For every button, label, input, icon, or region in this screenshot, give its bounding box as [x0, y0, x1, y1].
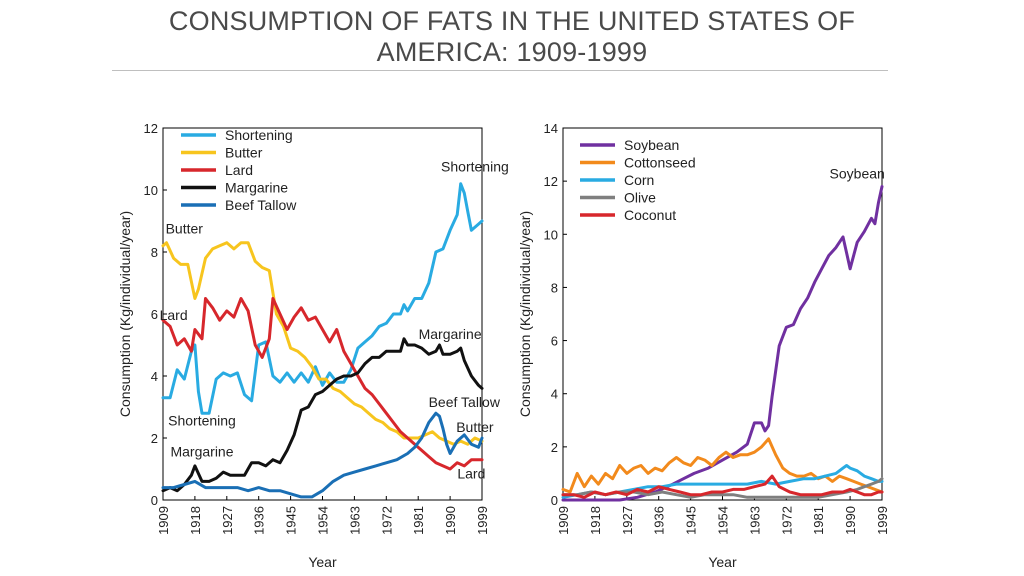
x-tick-label: 1945: [684, 506, 699, 535]
y-tick-label: 4: [551, 387, 558, 402]
series-line-margarine: [161, 337, 484, 493]
plot-frame: [562, 127, 883, 501]
series-line-beef-tallow: [161, 411, 484, 499]
x-tick-label: 1999: [875, 506, 890, 535]
x-tick-label: 1990: [443, 506, 458, 535]
legend-label: Corn: [624, 172, 654, 188]
x-tick-label: 1999: [475, 506, 490, 535]
x-tick-label: 1972: [379, 506, 394, 535]
y-tick-label: 10: [144, 183, 158, 198]
legend-label: Olive: [624, 190, 656, 206]
x-tick-label: 1963: [747, 506, 762, 535]
series-line-lard: [161, 297, 484, 471]
annotation-label: Margarine: [170, 444, 233, 460]
legend-label: Lard: [225, 162, 253, 178]
x-tick-label: 1927: [220, 506, 235, 535]
x-tick-label: 1954: [716, 506, 731, 535]
legend-label: Beef Tallow: [225, 197, 297, 213]
x-tick-label: 1936: [652, 506, 667, 535]
series-line-coconut: [561, 474, 884, 499]
legend-label: Shortening: [225, 127, 293, 143]
x-tick-label: 1918: [188, 506, 203, 535]
y-tick-label: 12: [144, 121, 158, 136]
slide-title: CONSUMPTION OF FATS IN THE UNITED STATES…: [112, 6, 912, 68]
x-tick-label: 1981: [811, 506, 826, 535]
x-tick-label: 1909: [156, 506, 171, 535]
x-tick-label: 1954: [316, 506, 331, 535]
y-tick-label: 12: [544, 174, 558, 189]
y-tick-label: 6: [551, 334, 558, 349]
y-tick-label: 4: [151, 369, 158, 384]
y-tick-label: 2: [151, 431, 158, 446]
x-tick-label: 1927: [620, 506, 635, 535]
annotation-label: Butter: [166, 220, 204, 236]
chart-right: 0 2 4 6 8 10 12 14 1909 1918 1927 1936 1945 1954 1963 1…: [517, 121, 890, 570]
annotation-label: Lard: [457, 465, 485, 481]
x-axis-title: Year: [708, 554, 737, 570]
annotation-label: Beef Tallow: [429, 394, 501, 410]
x-axis-title: Year: [308, 554, 337, 570]
annotation-label: Butter: [456, 419, 494, 435]
x-tick-label: 1963: [347, 506, 362, 535]
legend-label: Cottonseed: [624, 155, 696, 171]
annotation-label: Lard: [160, 307, 188, 323]
x-tick-label: 1990: [843, 506, 858, 535]
series-line-shortening: [161, 182, 484, 415]
x-tick-label: 1981: [411, 506, 426, 535]
y-tick-label: 2: [551, 440, 558, 455]
series-line-cottonseed: [561, 437, 884, 494]
y-tick-label: 0: [151, 493, 158, 508]
annotation-label: Shortening: [441, 158, 509, 174]
y-tick-label: 14: [544, 121, 558, 136]
legend-label: Soybean: [624, 137, 679, 153]
title-line-1: CONSUMPTION OF FATS IN THE UNITED STATES…: [168, 6, 856, 36]
y-axis-title: Consumption (Kg/individual/year): [117, 211, 133, 417]
title-line-2: AMERICA: 1909-1999: [376, 37, 648, 67]
title-divider: [112, 70, 888, 71]
legend-label: Coconut: [624, 207, 676, 223]
annotation-label: Soybean: [830, 165, 885, 181]
x-tick-label: 1909: [556, 506, 571, 535]
series-line-corn: [561, 464, 884, 499]
y-tick-label: 8: [151, 245, 158, 260]
x-tick-label: 1972: [779, 506, 794, 535]
x-tick-label: 1936: [252, 506, 267, 535]
legend-label: Butter: [225, 145, 263, 161]
x-tick-label: 1945: [284, 506, 299, 535]
x-tick-label: 1918: [588, 506, 603, 535]
y-tick-label: 8: [551, 280, 558, 295]
legend-label: Margarine: [225, 180, 288, 196]
annotation-label: Margarine: [419, 326, 482, 342]
y-tick-label: 0: [551, 493, 558, 508]
series-line-butter: [161, 241, 484, 446]
chart-left: 0 2 4 6 8 10 12 1909 1918 1927 1936 1945 1954 1963 197…: [117, 121, 509, 570]
y-tick-label: 6: [151, 307, 158, 322]
y-tick-label: 10: [544, 227, 558, 242]
y-axis-title: Consumption (Kg/individual/year): [517, 211, 533, 417]
annotation-label: Shortening: [168, 413, 236, 429]
